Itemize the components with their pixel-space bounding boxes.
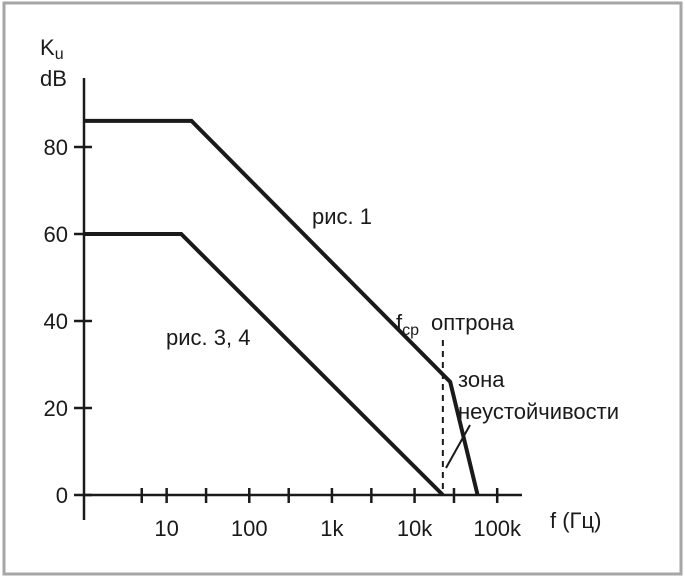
x-tick-label-1000: 1k bbox=[320, 516, 344, 541]
x-axis-label: f (Гц) bbox=[550, 508, 601, 533]
x-tick-label-10000: 10k bbox=[397, 516, 433, 541]
zone-pointer bbox=[445, 424, 471, 469]
series-label-fig1: рис. 1 bbox=[312, 204, 372, 229]
zone-label-line1: зона bbox=[458, 367, 505, 392]
y-axis-label-sub: u bbox=[55, 46, 64, 63]
y-ticks: 0 20 40 60 80 bbox=[44, 135, 92, 508]
zone-label-line2: неустойчивости bbox=[458, 399, 619, 424]
y-tick-label-0: 0 bbox=[56, 483, 68, 508]
series-line-0 bbox=[84, 118, 480, 496]
y-axis-unit: dB bbox=[40, 66, 67, 91]
cutoff-frequency-label: fср оптрона bbox=[396, 310, 515, 339]
y-tick-label-80: 80 bbox=[44, 135, 68, 160]
y-tick-label-40: 40 bbox=[44, 309, 68, 334]
y-axis-label-main: K bbox=[40, 35, 55, 60]
cutoff-label-sub: ср bbox=[402, 322, 419, 339]
x-tick-label-10: 10 bbox=[154, 516, 178, 541]
y-axis-label: Ku bbox=[40, 35, 64, 63]
series-line-1 bbox=[84, 232, 445, 497]
cutoff-label-rest: оптрона bbox=[431, 310, 515, 335]
series-group bbox=[84, 118, 480, 497]
y-tick-label-60: 60 bbox=[44, 222, 68, 247]
x-ticks: 10 100 1k 10k 100k bbox=[140, 488, 522, 541]
cutoff-label-main: f bbox=[396, 310, 403, 335]
x-tick-label-100000: 100k bbox=[473, 516, 522, 541]
y-tick-label-20: 20 bbox=[44, 396, 68, 421]
x-tick-label-100: 100 bbox=[231, 516, 268, 541]
series-label-fig34: рис. 3, 4 bbox=[166, 325, 250, 350]
